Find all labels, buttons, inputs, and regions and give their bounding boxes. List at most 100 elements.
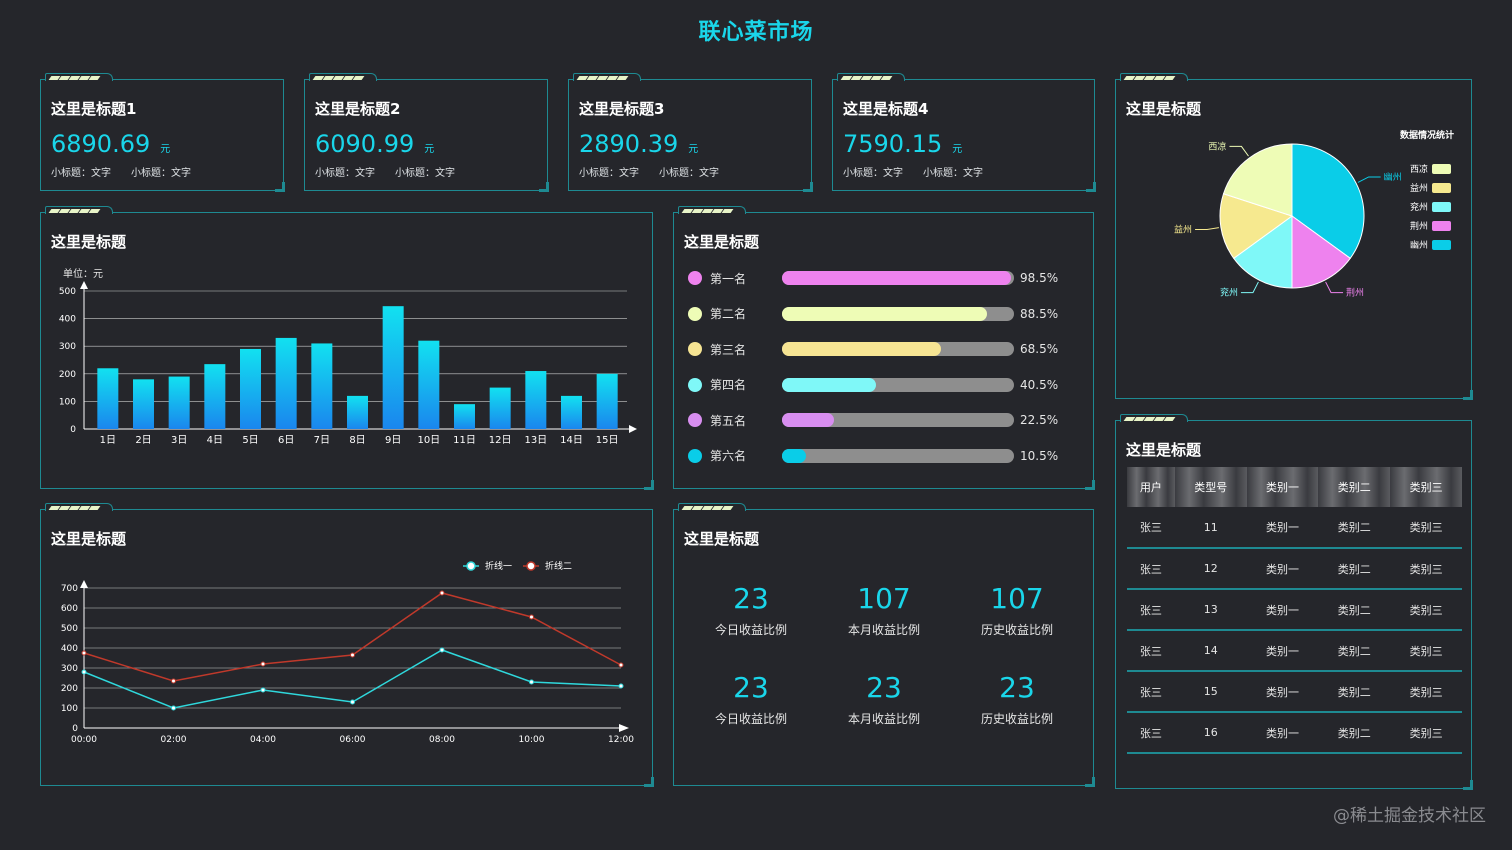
table-cell: 类别二: [1318, 671, 1391, 713]
pie-chart-panel: 这里是标题 幽州 荆州 兖州 益州 西凉 数据情况统计 西凉 益州 兖州 荆州 幽州: [1115, 73, 1473, 400]
rank-dot: [688, 413, 702, 427]
stat-unit: 元: [424, 144, 435, 155]
pie-leader-line: [1325, 281, 1344, 294]
bar: [311, 343, 333, 429]
pie-slice-label: 兖州: [1220, 287, 1238, 299]
y-tick-label: 600: [61, 604, 78, 614]
x-tick-label: 15日: [596, 435, 619, 446]
data-table: 用户 类型号 类别一 类别二 类别三 张三 11 类别一 类别二 类别三 张三 12 类别一 类别二 类别…: [1127, 467, 1462, 754]
table-row: 张三 12 类别一 类别二 类别三: [1127, 548, 1462, 590]
y-tick-label: 700: [61, 584, 78, 594]
y-tick-label: 500: [59, 287, 76, 297]
rank-percent: 22.5%: [1020, 413, 1059, 427]
stat-card-value: 6890.69 元: [51, 130, 170, 158]
x-tick-label: 11日: [453, 435, 476, 446]
bar: [596, 373, 618, 429]
bar: [382, 306, 404, 429]
stat-value-number: 6090.99: [315, 130, 415, 158]
table-cell: 类别二: [1318, 548, 1391, 590]
panel-tab-decoration: [1120, 414, 1188, 422]
x-tick-label: 10日: [417, 435, 440, 446]
stat-card-4: 这里是标题4 7590.15 元 小标题：文字 小标题：文字: [832, 73, 1096, 192]
rank-progress-track: [782, 306, 1014, 321]
stat-card-1: 这里是标题1 6890.69 元 小标题：文字 小标题：文字: [40, 73, 285, 192]
panel-tab-decoration: [45, 503, 113, 511]
y-tick-label: 500: [61, 624, 78, 634]
y-tick-label: 100: [61, 704, 78, 714]
x-tick-label: 7日: [314, 435, 330, 446]
line-point: [529, 614, 534, 620]
line-point: [439, 647, 445, 653]
ratio-value: 23: [999, 671, 1035, 704]
stat-card-value: 7590.15 元: [843, 130, 962, 158]
table-cell: 类别一: [1246, 630, 1319, 672]
stat-subtitles: 小标题：文字 小标题：文字: [843, 164, 983, 179]
rank-percent: 88.5%: [1020, 306, 1059, 321]
pie-legend-swatch: [1432, 202, 1451, 212]
legend-label: 折线二: [545, 560, 572, 572]
table-cell: 类别一: [1246, 589, 1319, 631]
x-tick-label: 6日: [278, 435, 294, 446]
y-tick-label: 200: [59, 370, 76, 380]
rank-percent: 40.5%: [1020, 377, 1059, 392]
table-cell: 类别二: [1318, 630, 1391, 672]
legend-marker: [526, 561, 536, 571]
stat-subtitles: 小标题：文字 小标题：文字: [315, 164, 455, 179]
x-tick-label: 13日: [524, 435, 547, 446]
panel-tab-decoration: [309, 73, 377, 81]
ratio-value: 107: [990, 582, 1044, 615]
rank-progress-track: [782, 448, 1014, 463]
ratio-label: 今日收益比例: [714, 623, 787, 637]
bar: [133, 379, 154, 429]
x-tick-label: 02:00: [161, 735, 187, 745]
y-axis-arrow: [80, 281, 88, 289]
table-cell: 张三: [1127, 589, 1175, 631]
table-cell: 张三: [1127, 507, 1175, 549]
rank-progress-fill: [782, 342, 941, 356]
ratio-value: 23: [733, 671, 769, 704]
stat-unit: 元: [952, 144, 963, 155]
pie-legend-swatch: [1432, 164, 1451, 174]
panel-title: 这里是标题: [684, 530, 760, 548]
line-point: [618, 662, 624, 668]
rank-progress-fill: [782, 271, 1011, 285]
table-cell: 张三: [1127, 548, 1175, 590]
rank-row: 第六名 10.5%: [688, 446, 1068, 466]
table-header-cell: 类型号: [1174, 467, 1247, 507]
rank-row: 第五名 22.5%: [688, 410, 1068, 430]
panel-tab-decoration: [837, 73, 905, 81]
pie-slice: [1222, 143, 1293, 217]
line-point: [260, 687, 266, 693]
pie-slice: [1291, 143, 1365, 260]
rank-label: 第一名: [710, 271, 747, 286]
y-tick-label: 400: [61, 644, 78, 654]
line-chart-panel: 这里是标题 0 100 200 300 400 500 600 700 00:00 02:00 04…: [40, 503, 654, 787]
pie-legend-swatch: [1432, 221, 1451, 231]
table-row: 张三 14 类别一 类别二 类别三: [1127, 630, 1462, 672]
watermark: @稀土掘金技术社区: [1333, 806, 1486, 826]
x-tick-label: 08:00: [429, 735, 455, 745]
pie-legend-label: 幽州: [1410, 240, 1428, 251]
panel-tab-decoration: [45, 206, 113, 214]
table-cell: 类别二: [1318, 589, 1391, 631]
corner-decoration: [1463, 780, 1473, 790]
pie-slice-label: 荆州: [1346, 287, 1364, 299]
ratio-label: 本月收益比例: [847, 623, 920, 637]
pie-slice-label: 幽州: [1384, 172, 1402, 183]
pie-legend-swatch: [1432, 240, 1451, 250]
rank-progress-track: [782, 413, 1014, 427]
table-header-row: 用户 类型号 类别一 类别二 类别三: [1127, 467, 1462, 507]
table-header-cell: 用户: [1127, 467, 1175, 507]
ratio-cell: 23 今日收益比例: [686, 671, 816, 727]
y-tick-label: 0: [70, 425, 76, 435]
corner-decoration: [1086, 182, 1096, 192]
line-point: [439, 590, 445, 596]
rank-progress-track: [782, 377, 1014, 392]
ratio-value: 23: [733, 582, 769, 615]
table-cell: 类别一: [1246, 548, 1319, 590]
table-cell: 类别三: [1390, 589, 1462, 631]
rank-label: 第五名: [710, 413, 747, 428]
panel-title: 这里是标题: [51, 233, 127, 251]
stat-value-number: 7590.15: [843, 130, 943, 158]
corner-decoration: [275, 182, 285, 192]
